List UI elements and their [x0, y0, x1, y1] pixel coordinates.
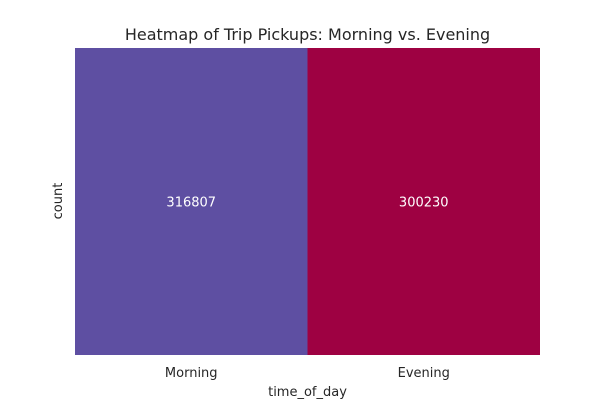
y-axis-label: count	[51, 183, 66, 220]
heatmap-cell-morning	[75, 48, 308, 355]
x-tick-label: Evening	[398, 366, 450, 381]
x-axis-label: time_of_day	[268, 385, 347, 400]
heatmap-cell-labels: 316807 300230	[166, 196, 448, 211]
x-tick-labels: Morning Evening	[165, 366, 450, 381]
x-tick-label: Morning	[165, 366, 218, 381]
heatmap-cells	[75, 48, 540, 355]
cell-value-label: 300230	[399, 196, 449, 211]
chart-title: Heatmap of Trip Pickups: Morning vs. Eve…	[125, 25, 490, 44]
heatmap-cell-evening	[307, 48, 540, 355]
cell-value-label: 316807	[166, 196, 216, 211]
